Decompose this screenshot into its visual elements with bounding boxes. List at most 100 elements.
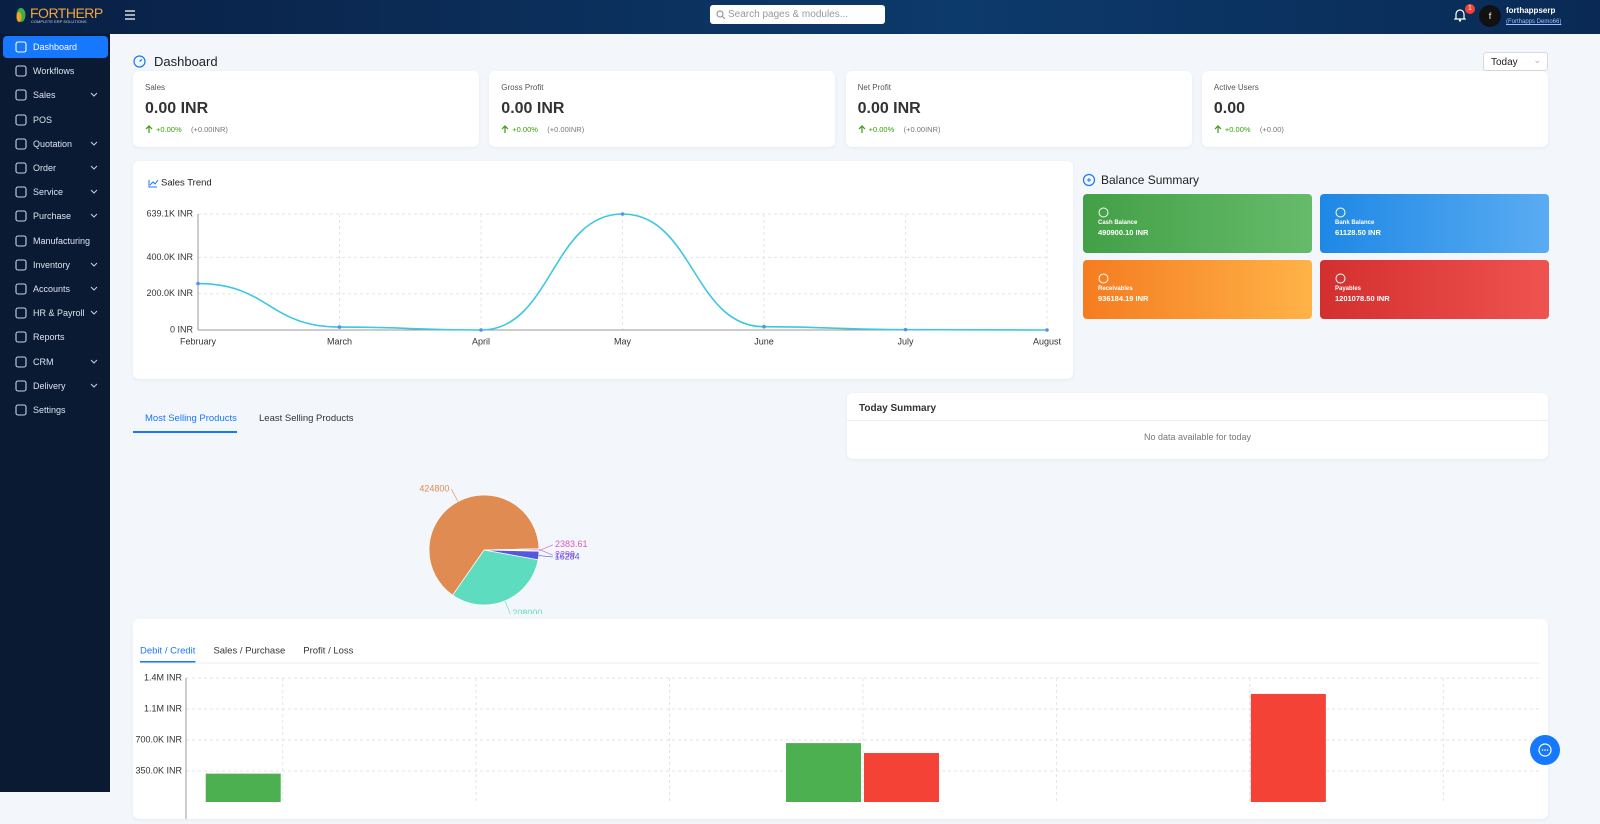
balance-icon xyxy=(1098,207,1109,218)
menu-item[interactable]: Service xyxy=(3,181,108,203)
menu-label: Sales xyxy=(33,90,56,101)
menu-icon xyxy=(15,65,27,77)
page-title: Dashboard xyxy=(154,54,218,69)
menu-icon xyxy=(15,162,27,174)
product-tab[interactable]: Least Selling Products xyxy=(247,413,354,431)
header: FORTHERP COMPLETE ERP SOLUTIONS Search p… xyxy=(0,0,1600,34)
balance-icon xyxy=(1098,273,1109,284)
search-box[interactable]: Search pages & modules... xyxy=(710,5,885,24)
chat-button[interactable] xyxy=(1530,735,1560,765)
icon-shape xyxy=(15,307,27,319)
icon-shape xyxy=(1098,273,1109,284)
balance-label: Payables xyxy=(1335,286,1362,292)
menu-icon xyxy=(15,235,27,247)
period-select[interactable]: Today ⌄ xyxy=(1483,52,1548,71)
balance-label: Receivables xyxy=(1098,286,1133,292)
user-name: forthappserp xyxy=(1506,6,1556,15)
balance-card: Receivables 936184.19 INR xyxy=(1083,260,1312,319)
logo-subtitle: COMPLETE ERP SOLUTIONS xyxy=(31,19,87,24)
menu-label: CRM xyxy=(33,356,54,367)
chevron-shape xyxy=(90,310,98,315)
chevron xyxy=(90,189,98,194)
kpi-card: Net Profit 0.00 INR +0.00% (+0.00INR) xyxy=(845,71,1192,147)
menu-item[interactable]: Delivery xyxy=(3,375,108,397)
data-point xyxy=(620,212,625,216)
leader-line xyxy=(504,600,511,614)
finance-tab[interactable]: Debit / Credit xyxy=(140,646,196,657)
product-tab[interactable]: Most Selling Products xyxy=(133,413,237,433)
y-tick-label: 350.0K INR xyxy=(135,765,182,775)
menu-item[interactable]: Manufacturing xyxy=(3,230,108,252)
y-tick-label: 400.0K INR xyxy=(146,252,193,262)
tab-label: Least Selling Products xyxy=(259,413,354,424)
up-arrow xyxy=(145,125,153,133)
icon-shape xyxy=(15,114,27,126)
menu-item[interactable]: POS xyxy=(3,109,108,131)
menu-item[interactable]: Sales xyxy=(3,84,108,106)
kpi-value: 0.00 INR xyxy=(145,100,209,117)
balance-card: Bank Balance 61128.50 INR xyxy=(1320,194,1549,253)
avatar[interactable]: f xyxy=(1479,5,1501,27)
chevron-shape xyxy=(90,165,98,170)
kpi-change: +0.00% xyxy=(512,125,538,134)
balance-value: 61128.50 INR xyxy=(1335,228,1381,237)
y-tick-label: 1.4M INR xyxy=(144,672,183,682)
menu-label: Dashboard xyxy=(33,42,78,52)
finance-tab[interactable]: Sales / Purchase xyxy=(213,646,285,657)
icon-shape xyxy=(15,210,27,222)
kpi-change: +0.00% xyxy=(868,125,895,134)
kpi-delta: (+0.00) xyxy=(1259,125,1284,134)
menu-label: HR & Payroll xyxy=(33,308,85,319)
finance-chart: Debit / Credit Sales / Purchase Profit / L… xyxy=(135,646,1540,819)
notification-badge: 1 xyxy=(1465,4,1475,14)
today-summary-title: Today Summary xyxy=(859,403,937,414)
menu-item[interactable]: Quotation xyxy=(3,133,108,155)
kpi-change: +0.00% xyxy=(1224,125,1251,134)
kpi-delta: (+0.00INR) xyxy=(903,125,941,134)
icon-shape xyxy=(15,356,27,368)
menu-toggle[interactable] xyxy=(124,9,136,21)
menu-label: Quotation xyxy=(33,138,73,149)
icon-shape xyxy=(15,186,27,198)
balance-title: Balance Summary xyxy=(1101,173,1200,187)
up-arrow xyxy=(1214,125,1222,133)
chevron-shape xyxy=(90,359,98,364)
balance-icon xyxy=(1082,173,1096,187)
menu-item[interactable]: Reports xyxy=(3,326,108,348)
sales-trend-card: Sales Trend 0 INR 200.0K INR 400.0K INR 639… xyxy=(133,161,1073,379)
leader-line xyxy=(538,544,554,551)
sales-trend-chart: Sales Trend 0 INR 200.0K INR 400.0K INR 639… xyxy=(146,178,1061,347)
empty-message: No data available for today xyxy=(1143,432,1252,442)
kpi-value: 0.00 INR xyxy=(857,100,921,117)
menu-icon xyxy=(15,41,27,53)
balance-card: Payables 1201078.50 INR xyxy=(1320,260,1549,319)
y-tick-label: 0 INR xyxy=(170,324,194,334)
menu-item[interactable]: CRM xyxy=(3,351,108,373)
menu-label: POS xyxy=(33,114,53,125)
x-tick-label: April xyxy=(472,336,490,346)
company-name[interactable]: (Forthapps Demo66) xyxy=(1506,19,1562,25)
balance-label: Bank Balance xyxy=(1335,220,1375,226)
finance-tab[interactable]: Profit / Loss xyxy=(303,646,353,657)
kpi-label: Gross Profit xyxy=(501,83,544,92)
menu-label: Settings xyxy=(33,405,66,415)
menu-item[interactable]: Settings xyxy=(3,399,108,421)
menu-item[interactable]: Order xyxy=(3,157,108,179)
menu-item[interactable]: Accounts xyxy=(3,278,108,300)
menu-item[interactable]: Dashboard xyxy=(3,36,108,58)
y-tick-label: 200.0K INR xyxy=(146,288,193,298)
leader-line xyxy=(538,549,554,556)
menu-item[interactable]: HR & Payroll xyxy=(3,302,108,324)
bell-icon[interactable] xyxy=(1454,8,1466,22)
bar xyxy=(864,753,939,802)
menu-item[interactable]: Workflows xyxy=(3,60,108,82)
pie-slice xyxy=(428,494,540,596)
menu-icon xyxy=(15,259,27,271)
data-point xyxy=(762,324,766,329)
search-placeholder: Search pages & modules... xyxy=(728,9,849,20)
up-arrow xyxy=(501,125,509,133)
menu-item[interactable]: Purchase xyxy=(3,205,108,227)
menu-item[interactable]: Inventory xyxy=(3,254,108,276)
products-pie-chart: 2383.61162842080004248002299ERP 1 User 1… xyxy=(419,484,587,614)
chevron xyxy=(90,262,98,267)
